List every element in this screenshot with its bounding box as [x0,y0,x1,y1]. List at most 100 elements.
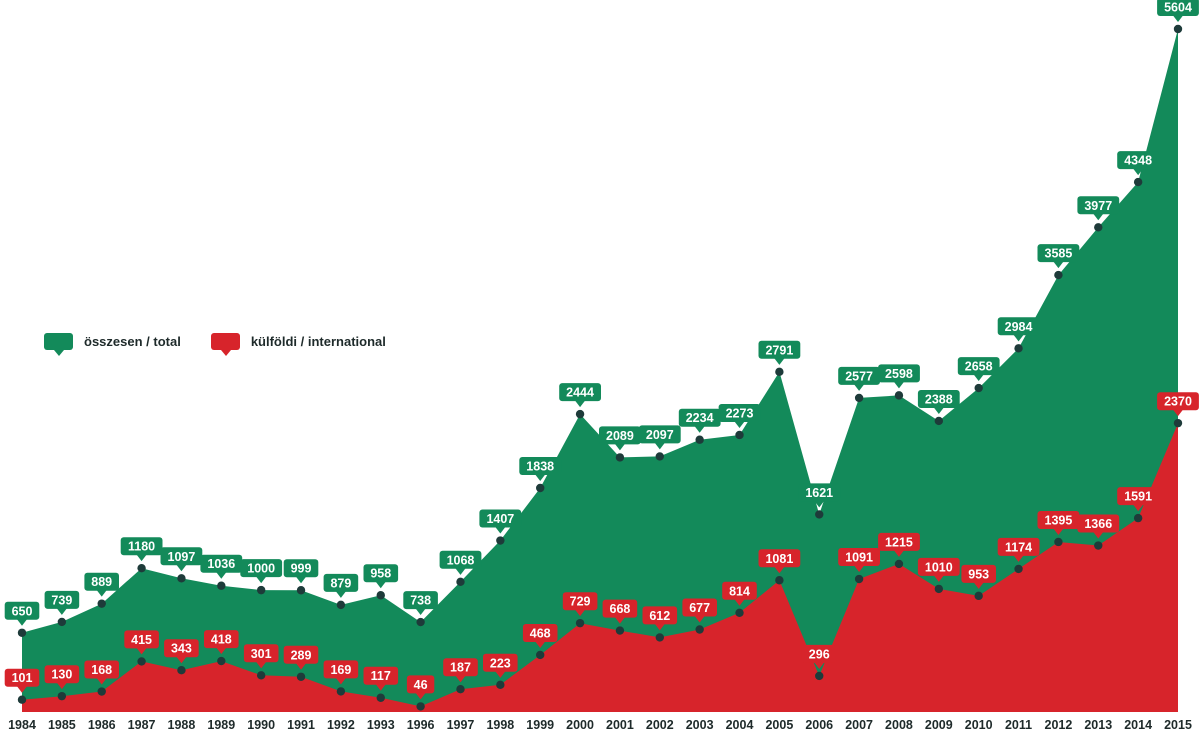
x-tick-label: 1987 [128,718,156,732]
data-label: 1097 [160,547,203,572]
svg-text:1180: 1180 [128,540,155,554]
svg-text:612: 612 [649,609,670,623]
data-point [854,574,864,584]
svg-text:2598: 2598 [885,367,913,381]
data-point [496,536,505,545]
x-tick-label: 1993 [367,718,395,732]
data-point [695,435,704,444]
data-label: 296 [801,644,837,669]
data-label: 738 [403,591,438,616]
data-point [296,586,306,595]
data-label: 4348 [1117,151,1159,176]
data-point [217,581,226,590]
x-tick-label: 2004 [726,718,754,732]
data-point [97,599,106,608]
svg-text:1068: 1068 [447,553,475,567]
data-point [575,409,585,419]
data-point [177,665,186,675]
data-point [1133,177,1143,187]
data-point [137,657,146,666]
svg-text:296: 296 [809,647,830,661]
data-point [1014,344,1023,353]
svg-text:668: 668 [610,602,631,616]
x-tick-label: 1985 [48,718,76,732]
svg-text:953: 953 [968,567,989,581]
data-point [615,453,625,462]
data-label: 130 [44,665,80,690]
data-point [894,391,904,400]
svg-text:2577: 2577 [845,369,873,383]
data-label: 668 [602,599,638,624]
svg-text:1097: 1097 [168,550,196,564]
data-label: 729 [562,592,598,617]
data-point [1054,270,1063,280]
data-label: 117 [363,666,399,691]
data-point [416,702,425,711]
data-label: 101 [4,668,40,693]
svg-text:958: 958 [370,567,391,581]
svg-text:738: 738 [410,594,431,608]
legend: összesen / total külföldi / internationa… [44,333,386,356]
x-axis-ticks: 1984 1985 1986 1987 1988 1989 1990 1991 1992 1993… [8,718,1192,732]
data-label: 2089 [599,426,641,451]
svg-text:814: 814 [729,584,750,598]
x-tick-label: 2007 [845,718,873,732]
x-tick-label: 1992 [327,718,355,732]
x-tick-label: 2013 [1084,718,1112,732]
data-label: 1395 [1037,511,1080,535]
data-label: 223 [483,653,518,678]
data-point [815,671,824,681]
svg-text:468: 468 [530,627,551,641]
x-tick-label: 1984 [8,718,36,732]
data-label: 1000 [240,559,283,584]
data-label: 5604 [1157,0,1199,22]
data-point [256,671,266,680]
svg-text:2984: 2984 [1005,320,1033,334]
chart-points [17,24,1183,711]
x-tick-label: 1996 [407,718,435,732]
svg-text:1174: 1174 [1005,540,1032,554]
data-point [376,591,385,600]
chart-data-labels: 650 739 889 1180 1097 1036 1000 999 879 958 738 106… [4,0,1199,700]
data-label: 46 [406,675,435,700]
svg-text:729: 729 [570,595,591,609]
svg-text:130: 130 [51,668,72,682]
data-label: 650 [4,601,40,626]
data-label: 2577 [838,366,880,391]
svg-text:1010: 1010 [925,560,953,574]
x-tick-label: 2009 [925,718,953,732]
data-point [256,585,266,595]
x-tick-label: 2006 [805,718,833,732]
svg-text:343: 343 [171,642,192,656]
svg-text:999: 999 [291,562,312,576]
data-label: 612 [642,606,678,631]
data-point [217,656,226,666]
data-point [376,693,385,702]
x-tick-label: 1999 [526,718,554,732]
legend-item-international: külföldi / international [210,333,386,356]
data-label: 1091 [838,548,880,573]
data-point [456,577,465,587]
data-point [536,650,545,660]
data-point [177,574,186,583]
data-point [775,576,784,585]
svg-text:5604: 5604 [1164,1,1192,15]
data-point [974,383,983,393]
data-label: 814 [722,581,757,606]
data-label: 1215 [878,532,920,557]
data-point [934,584,944,594]
data-label: 1366 [1077,514,1120,539]
data-point [735,430,744,440]
svg-text:2388: 2388 [925,393,953,407]
svg-text:117: 117 [371,669,391,683]
svg-text:2097: 2097 [646,428,674,442]
svg-text:415: 415 [131,633,152,647]
svg-text:187: 187 [450,661,471,675]
data-label: 1068 [439,550,482,575]
svg-text:1215: 1215 [885,535,913,549]
data-label: 468 [522,624,558,648]
data-label: 1591 [1117,487,1159,512]
data-point [17,695,27,704]
data-point [137,563,146,573]
